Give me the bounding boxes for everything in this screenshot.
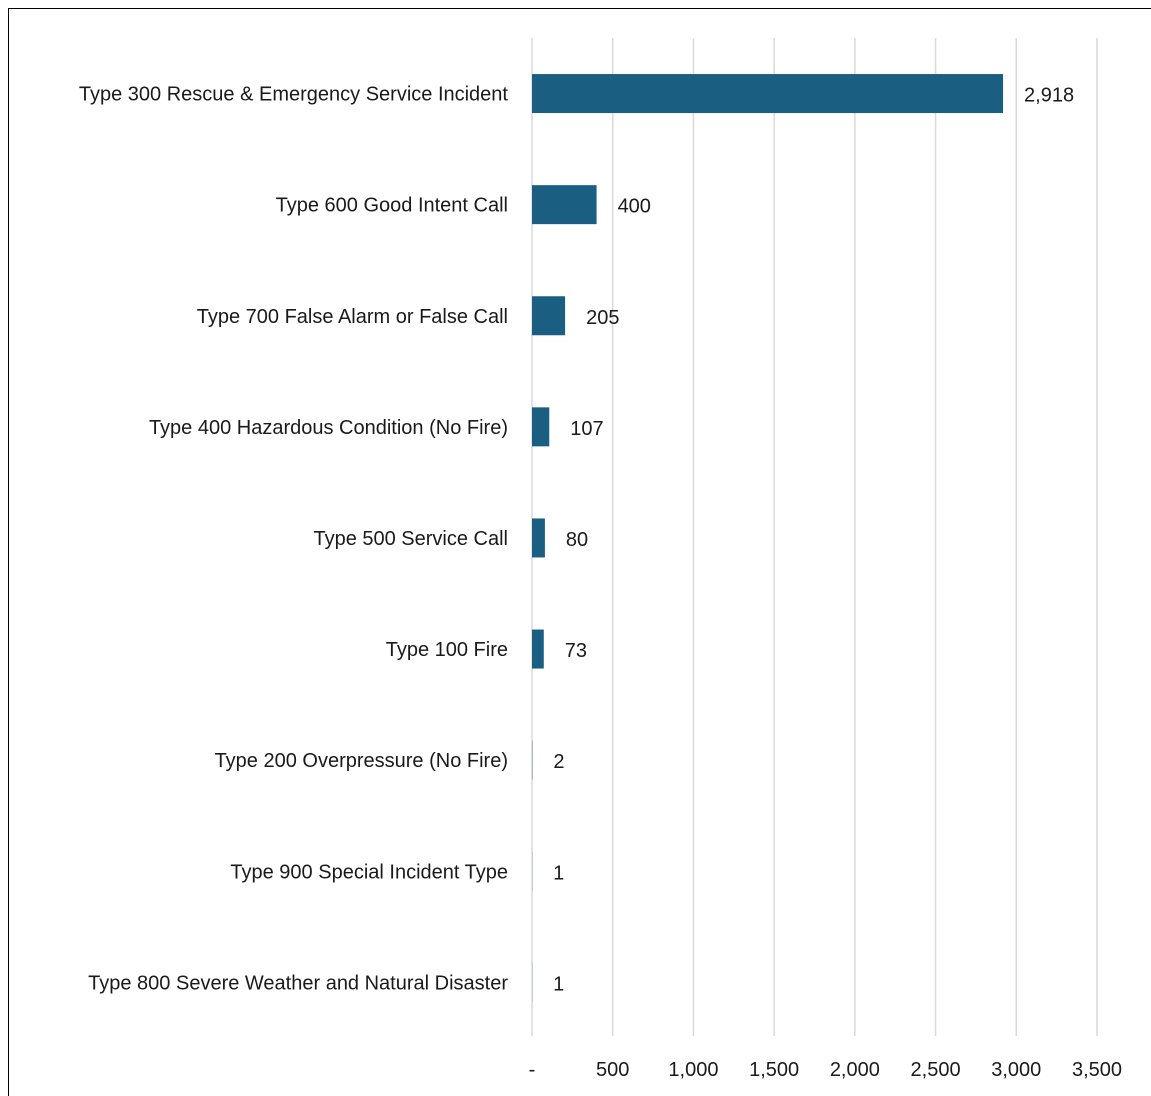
chart-frame (8, 8, 1151, 1096)
value-label: 400 (618, 196, 651, 218)
gridlines (531, 38, 1098, 1036)
category-label: Type 700 False Alarm or False Call (197, 306, 508, 328)
x-tick-label: 3,500 (1072, 1059, 1122, 1081)
category-label: Type 500 Service Call (313, 528, 508, 550)
x-tick-label: 2,000 (830, 1059, 880, 1081)
value-label: 80 (566, 529, 588, 551)
category-label: Type 400 Hazardous Condition (No Fire) (149, 417, 508, 439)
value-label: 2 (553, 751, 564, 773)
value-label: 1 (553, 862, 564, 884)
x-tick-label: 1,000 (668, 1059, 718, 1081)
category-label: Type 600 Good Intent Call (276, 195, 508, 217)
category-label: Type 200 Overpressure (No Fire) (215, 750, 508, 772)
x-tick-label: - (529, 1059, 536, 1081)
category-label: Type 900 Special Incident Type (230, 861, 508, 883)
bar (532, 185, 597, 225)
x-tick-label: 1,500 (749, 1059, 799, 1081)
x-tick-label: 500 (596, 1059, 629, 1081)
value-label: 107 (570, 418, 603, 440)
bar (532, 518, 545, 558)
x-tick-label: 2,500 (911, 1059, 961, 1081)
bar (532, 296, 566, 336)
value-label: 1 (553, 973, 564, 995)
category-label: Type 100 Fire (386, 639, 508, 661)
category-label: Type 300 Rescue & Emergency Service Inci… (79, 84, 509, 106)
bars (532, 74, 1004, 1002)
bar (532, 407, 550, 447)
labels: - 500 1,000 1,500 2,000 2,500 3,000 3,500 Type 3… (79, 84, 1122, 1081)
value-label: 2,918 (1024, 85, 1074, 107)
bar (532, 74, 1004, 114)
x-tick-label: 3,000 (991, 1059, 1041, 1081)
category-label: Type 800 Severe Weather and Natural Disa… (88, 972, 508, 994)
value-label: 73 (565, 640, 587, 662)
value-label: 205 (586, 307, 619, 329)
bar (532, 629, 544, 669)
